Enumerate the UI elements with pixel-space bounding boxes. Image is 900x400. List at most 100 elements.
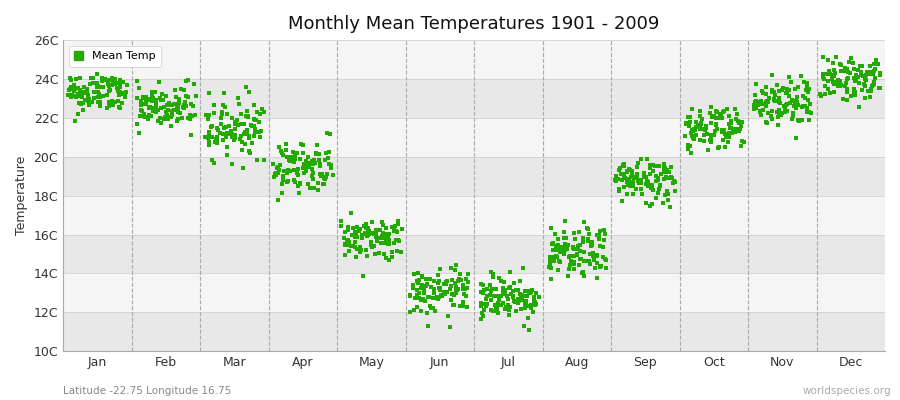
Point — [562, 252, 577, 259]
Point — [518, 305, 532, 312]
Point — [74, 101, 88, 107]
Point — [98, 62, 112, 69]
Point — [764, 107, 778, 114]
Point — [693, 108, 707, 114]
Point — [851, 66, 866, 73]
Point — [450, 287, 464, 294]
Point — [704, 120, 718, 126]
Point — [549, 253, 563, 259]
Point — [705, 113, 719, 120]
Point — [720, 106, 734, 112]
Point — [338, 242, 352, 248]
Point — [644, 200, 659, 207]
Point — [79, 90, 94, 96]
Point — [784, 79, 798, 86]
Point — [245, 140, 259, 146]
Text: worldspecies.org: worldspecies.org — [803, 386, 891, 396]
Point — [722, 121, 736, 128]
Point — [630, 160, 644, 166]
Point — [71, 111, 86, 118]
Point — [652, 182, 667, 188]
Point — [873, 71, 887, 78]
Point — [501, 312, 516, 318]
Point — [785, 98, 799, 105]
Point — [860, 68, 874, 75]
Point — [858, 95, 872, 101]
Point — [412, 277, 427, 284]
Point — [726, 126, 741, 132]
Point — [255, 106, 269, 112]
Point — [857, 81, 871, 87]
Point — [435, 293, 449, 299]
Point — [430, 272, 445, 278]
Point — [508, 299, 522, 305]
Point — [456, 298, 471, 305]
Point — [582, 258, 597, 264]
Point — [527, 302, 542, 308]
Point — [501, 302, 516, 308]
Point — [197, 134, 211, 140]
Point — [381, 233, 395, 240]
Point — [644, 165, 658, 172]
Point — [839, 80, 853, 86]
Point — [815, 74, 830, 80]
Point — [378, 240, 392, 246]
Point — [218, 104, 232, 110]
Point — [729, 126, 743, 132]
Point — [348, 229, 363, 235]
Point — [498, 306, 512, 312]
Point — [421, 294, 436, 300]
Point — [410, 292, 425, 298]
Point — [652, 176, 666, 183]
Point — [637, 174, 652, 181]
Point — [247, 116, 261, 122]
Point — [68, 86, 83, 92]
Point — [446, 302, 461, 308]
Point — [544, 240, 559, 247]
Point — [779, 86, 794, 92]
Point — [426, 295, 440, 302]
Point — [772, 88, 787, 94]
Point — [299, 168, 313, 174]
Point — [431, 280, 446, 286]
Point — [189, 93, 203, 99]
Point — [445, 277, 459, 283]
Point — [386, 225, 400, 231]
Point — [348, 239, 363, 246]
Point — [405, 282, 419, 288]
Point — [527, 298, 542, 305]
Point — [438, 279, 453, 285]
Point — [171, 98, 185, 105]
Point — [70, 84, 85, 91]
Point — [847, 90, 861, 96]
Point — [322, 149, 337, 155]
Point — [634, 156, 649, 162]
Point — [102, 83, 116, 89]
Point — [306, 159, 320, 165]
Point — [759, 101, 773, 107]
Point — [779, 102, 794, 108]
Point — [418, 298, 432, 304]
Point — [143, 97, 157, 104]
Point — [688, 132, 703, 138]
Point — [153, 95, 167, 101]
Point — [688, 119, 703, 126]
Point — [644, 182, 659, 188]
Bar — [63, 118, 885, 157]
Point — [380, 231, 394, 237]
Point — [838, 83, 852, 90]
Point — [491, 300, 506, 306]
Point — [86, 74, 100, 81]
Point — [693, 126, 707, 132]
Point — [454, 277, 468, 283]
Point — [527, 300, 542, 306]
Point — [292, 156, 307, 162]
Point — [110, 85, 124, 91]
Point — [222, 122, 237, 129]
Point — [500, 296, 515, 303]
Point — [621, 176, 635, 182]
Point — [707, 113, 722, 119]
Point — [134, 98, 148, 104]
Point — [546, 254, 561, 261]
Point — [686, 128, 700, 134]
